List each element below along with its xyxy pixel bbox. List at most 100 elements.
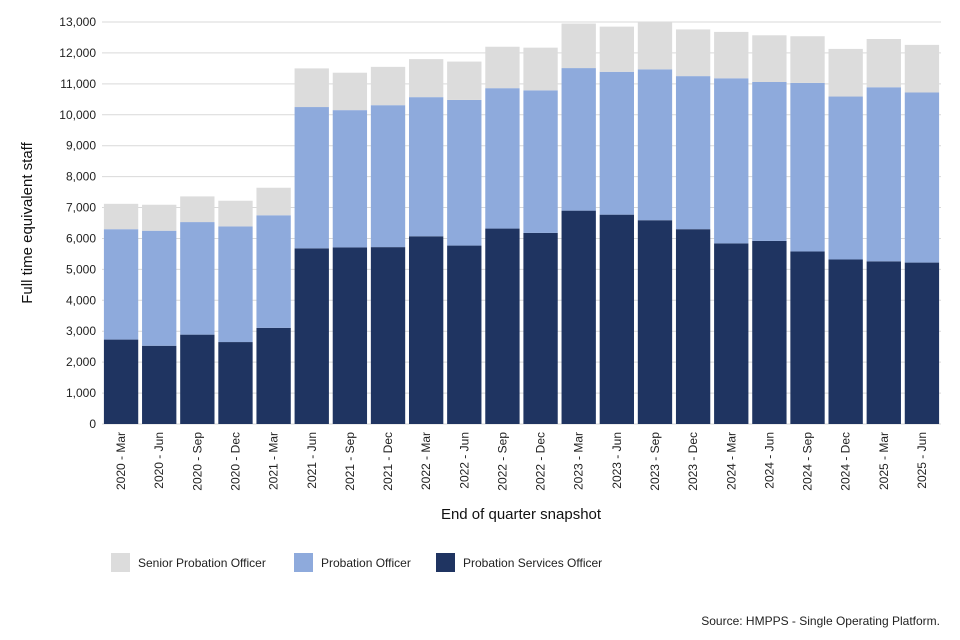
bar-segment: [447, 245, 482, 424]
y-tick-label: 12,000: [59, 46, 96, 60]
bar-segment: [142, 230, 177, 346]
bar-segment: [904, 262, 940, 424]
x-tick-label: 2023 - Sep: [648, 432, 662, 491]
bar-segment: [408, 97, 444, 237]
bar-segment: [637, 69, 673, 221]
bar-segment: [752, 35, 787, 82]
bar-segment: [675, 29, 711, 77]
bar-segment: [408, 59, 444, 98]
x-tick-label: 2023 - Jun: [610, 432, 624, 489]
bar-segment: [485, 88, 520, 229]
bar-segment: [523, 47, 558, 91]
bar-segment: [828, 96, 863, 260]
legend-swatch: [436, 553, 455, 572]
bar-segment: [332, 110, 368, 248]
legend-swatch: [294, 553, 313, 572]
x-tick-label: 2022 - Jun: [457, 432, 471, 489]
bar-segment: [256, 215, 291, 328]
bar-segment: [866, 261, 901, 424]
x-axis-ticks: 2020 - Mar 2020 - Jun 2020 - Sep 2020 - Dec…: [114, 432, 929, 491]
bar-segment: [142, 345, 177, 424]
bar-segment: [561, 68, 596, 211]
bar-segment: [637, 220, 673, 424]
bar-segment: [142, 204, 177, 231]
x-tick-label: 2022 - Mar: [419, 432, 433, 490]
bar-segment: [714, 78, 749, 244]
bar-segment: [256, 187, 291, 216]
bar-segment: [828, 259, 863, 424]
y-tick-label: 11,000: [60, 77, 96, 91]
x-tick-label: 2023 - Mar: [572, 432, 586, 490]
bar-segment: [637, 22, 673, 70]
y-tick-label: 9,000: [66, 139, 96, 153]
bar-segment: [752, 240, 787, 424]
x-tick-label: 2021 - Dec: [381, 432, 395, 491]
bar-segment: [370, 105, 406, 248]
bar-segment: [523, 90, 558, 233]
bar-segment: [103, 339, 139, 424]
bar-segment: [904, 44, 940, 93]
bar-segment: [904, 92, 940, 263]
legend-label: Probation Services Officer: [463, 556, 602, 570]
bar-segment: [599, 71, 635, 215]
y-tick-label: 0: [89, 417, 96, 431]
y-tick-label: 10,000: [59, 108, 96, 122]
x-tick-label: 2021 - Sep: [343, 432, 357, 491]
bar-segment: [790, 36, 825, 83]
x-tick-label: 2021 - Mar: [267, 432, 281, 490]
y-tick-label: 8,000: [66, 170, 96, 184]
bar-segment: [866, 39, 901, 88]
bar-segment: [485, 46, 520, 89]
bar-segment: [294, 248, 329, 424]
bar-segment: [332, 72, 368, 111]
x-axis-title: End of quarter snapshot: [441, 506, 602, 523]
x-tick-label: 2020 - Jun: [152, 432, 166, 489]
legend-swatch: [111, 553, 130, 572]
bar-segment: [294, 68, 329, 108]
bar-segment: [790, 251, 825, 424]
x-tick-label: 2020 - Dec: [228, 432, 242, 491]
x-tick-label: 2022 - Dec: [534, 432, 548, 491]
bar-segment: [218, 226, 253, 343]
x-tick-label: 2023 - Dec: [686, 432, 700, 491]
x-tick-label: 2024 - Jun: [762, 432, 776, 489]
bar-segment: [675, 76, 711, 230]
y-tick-label: 5,000: [66, 262, 96, 276]
bar-segment: [180, 334, 215, 424]
legend-item: Probation Officer: [294, 553, 411, 572]
bar-segment: [752, 81, 787, 241]
x-tick-label: 2024 - Dec: [839, 432, 853, 491]
y-axis-title: Full time equivalent staff: [19, 141, 36, 303]
legend-label: Probation Officer: [321, 556, 411, 570]
bar-segment: [714, 31, 749, 79]
source-note: Source: HMPPS - Single Operating Platfor…: [701, 614, 940, 628]
bar-segment: [714, 243, 749, 424]
bar-segment: [103, 203, 139, 230]
legend-item: Probation Services Officer: [436, 553, 602, 572]
bar-segment: [332, 247, 368, 424]
bar-segment: [790, 82, 825, 252]
bars: [103, 22, 940, 424]
legend: Senior Probation Officer Probation Office…: [111, 553, 602, 572]
x-tick-label: 2020 - Mar: [114, 432, 128, 490]
bar-segment: [180, 222, 215, 335]
bar-segment: [447, 61, 482, 100]
bar-segment: [103, 229, 139, 340]
legend-item: Senior Probation Officer: [111, 553, 266, 572]
bar-segment: [561, 210, 596, 424]
bar-segment: [485, 228, 520, 424]
x-tick-label: 2020 - Sep: [190, 432, 204, 491]
bar-segment: [599, 214, 635, 424]
legend-label: Senior Probation Officer: [138, 556, 266, 570]
y-tick-label: 1,000: [66, 386, 96, 400]
x-tick-label: 2025 - Mar: [877, 432, 891, 490]
y-axis-ticks: 0 1,000 2,000 3,000 4,000 5,000 6,000 7,000 8,00…: [59, 15, 96, 431]
bar-segment: [294, 107, 329, 249]
bar-segment: [866, 87, 901, 262]
x-tick-label: 2024 - Mar: [724, 432, 738, 490]
y-tick-label: 7,000: [66, 201, 96, 215]
bar-segment: [599, 26, 635, 72]
y-tick-label: 13,000: [59, 15, 96, 29]
bar-segment: [256, 327, 291, 424]
